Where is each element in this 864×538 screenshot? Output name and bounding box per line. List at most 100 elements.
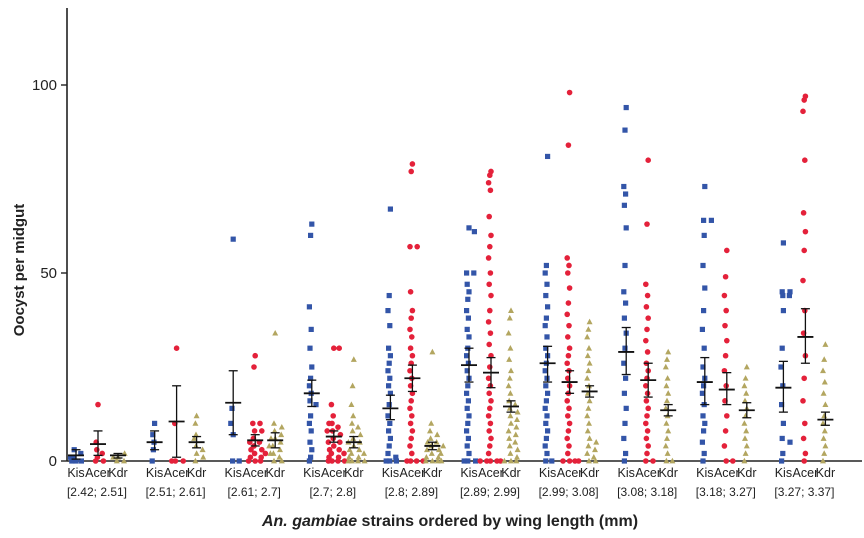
acer-point bbox=[409, 413, 415, 419]
acer-point bbox=[800, 108, 806, 115]
acer-point bbox=[724, 247, 730, 254]
acer-point bbox=[407, 289, 414, 295]
kis-point bbox=[542, 443, 548, 449]
acer-point bbox=[252, 458, 258, 464]
acer-point bbox=[643, 281, 649, 288]
acer-point bbox=[800, 435, 807, 442]
kis-point bbox=[621, 390, 627, 396]
kis-point bbox=[464, 405, 470, 411]
acer-point bbox=[407, 405, 413, 412]
kdr-point bbox=[350, 356, 357, 362]
acer-point bbox=[643, 304, 650, 310]
acer-point bbox=[801, 375, 807, 382]
kis-point bbox=[779, 402, 785, 408]
kdr-point bbox=[435, 454, 442, 460]
acer-point bbox=[802, 450, 809, 457]
kdr-point bbox=[584, 412, 591, 419]
kis-point bbox=[307, 345, 313, 351]
acer-point bbox=[487, 364, 493, 370]
kis-point bbox=[466, 225, 472, 231]
kis-point bbox=[308, 428, 314, 434]
kis-point bbox=[787, 289, 793, 295]
kis-point bbox=[621, 183, 627, 190]
kis-point bbox=[702, 183, 708, 190]
kdr-point bbox=[741, 420, 748, 426]
kis-point bbox=[708, 217, 714, 223]
kdr-point bbox=[741, 457, 748, 464]
kis-point bbox=[544, 334, 550, 340]
kdr-point bbox=[586, 457, 592, 464]
kdr-point bbox=[514, 408, 521, 415]
acer-point bbox=[259, 446, 265, 453]
kis-point bbox=[623, 450, 629, 457]
kis-point bbox=[309, 221, 315, 227]
kis-point bbox=[78, 458, 84, 464]
acer-point bbox=[251, 450, 258, 457]
acer-point bbox=[169, 458, 175, 464]
kis-point bbox=[309, 364, 315, 370]
kdr-point bbox=[590, 454, 597, 460]
acer-point bbox=[565, 334, 571, 340]
acer-point bbox=[173, 345, 180, 352]
x-axis-title-italic: An. gambiae bbox=[261, 513, 357, 530]
kdr-point bbox=[505, 427, 512, 434]
acer-point bbox=[335, 458, 341, 464]
acer-point bbox=[645, 315, 651, 321]
acer-point bbox=[407, 326, 413, 333]
acer-point bbox=[487, 307, 493, 314]
strain-label: Kdr bbox=[658, 466, 677, 480]
kis-point bbox=[466, 289, 472, 295]
kis-point bbox=[150, 432, 156, 438]
data-points bbox=[68, 89, 829, 464]
kdr-point bbox=[821, 450, 828, 456]
kis-point bbox=[779, 345, 785, 351]
strain-label: Kdr bbox=[187, 466, 206, 480]
acer-point bbox=[724, 337, 730, 344]
kis-point bbox=[699, 326, 705, 332]
kdr-point bbox=[193, 412, 200, 419]
acer-point bbox=[324, 428, 331, 434]
acer-point bbox=[259, 428, 265, 434]
kdr-point bbox=[429, 457, 436, 464]
strain-label: Kdr bbox=[816, 466, 835, 480]
kdr-point bbox=[271, 420, 277, 426]
kis-point bbox=[308, 375, 314, 381]
y-tick-label: 0 bbox=[49, 453, 57, 470]
acer-point bbox=[408, 435, 415, 442]
acer-point bbox=[566, 420, 573, 427]
kdr-point bbox=[356, 446, 363, 453]
kis-point bbox=[386, 443, 392, 449]
kis-point bbox=[544, 450, 550, 457]
acer-point bbox=[566, 345, 573, 352]
bin-label: [2.7; 2.8] bbox=[309, 485, 356, 499]
kdr-point bbox=[192, 420, 199, 426]
kdr-point bbox=[271, 427, 278, 434]
acer-point bbox=[566, 405, 572, 412]
kdr-point bbox=[277, 446, 283, 453]
bin-label: [3.18; 3.27] bbox=[696, 485, 756, 499]
acer-point bbox=[484, 458, 490, 464]
kis-point bbox=[623, 300, 629, 306]
acer-point bbox=[644, 450, 650, 457]
strain-label: Kis bbox=[696, 466, 713, 480]
kis-point bbox=[621, 360, 627, 366]
acer-point bbox=[644, 413, 650, 419]
acer-point bbox=[564, 311, 570, 318]
acer-point bbox=[404, 458, 410, 464]
kdr-point bbox=[820, 457, 826, 464]
kdr-point bbox=[663, 457, 670, 464]
acer-point bbox=[487, 270, 494, 276]
kdr-point bbox=[506, 356, 513, 362]
kis-point bbox=[306, 304, 312, 310]
strain-label: Kdr bbox=[108, 466, 127, 480]
acer-point bbox=[486, 341, 493, 348]
acer-point bbox=[487, 243, 493, 250]
acer-point bbox=[802, 420, 808, 427]
kis-point bbox=[702, 420, 708, 426]
acer-point bbox=[800, 210, 807, 216]
acer-point bbox=[337, 439, 343, 446]
kdr-point bbox=[423, 454, 430, 460]
kdr-point bbox=[506, 442, 513, 449]
acer-point bbox=[644, 292, 651, 299]
